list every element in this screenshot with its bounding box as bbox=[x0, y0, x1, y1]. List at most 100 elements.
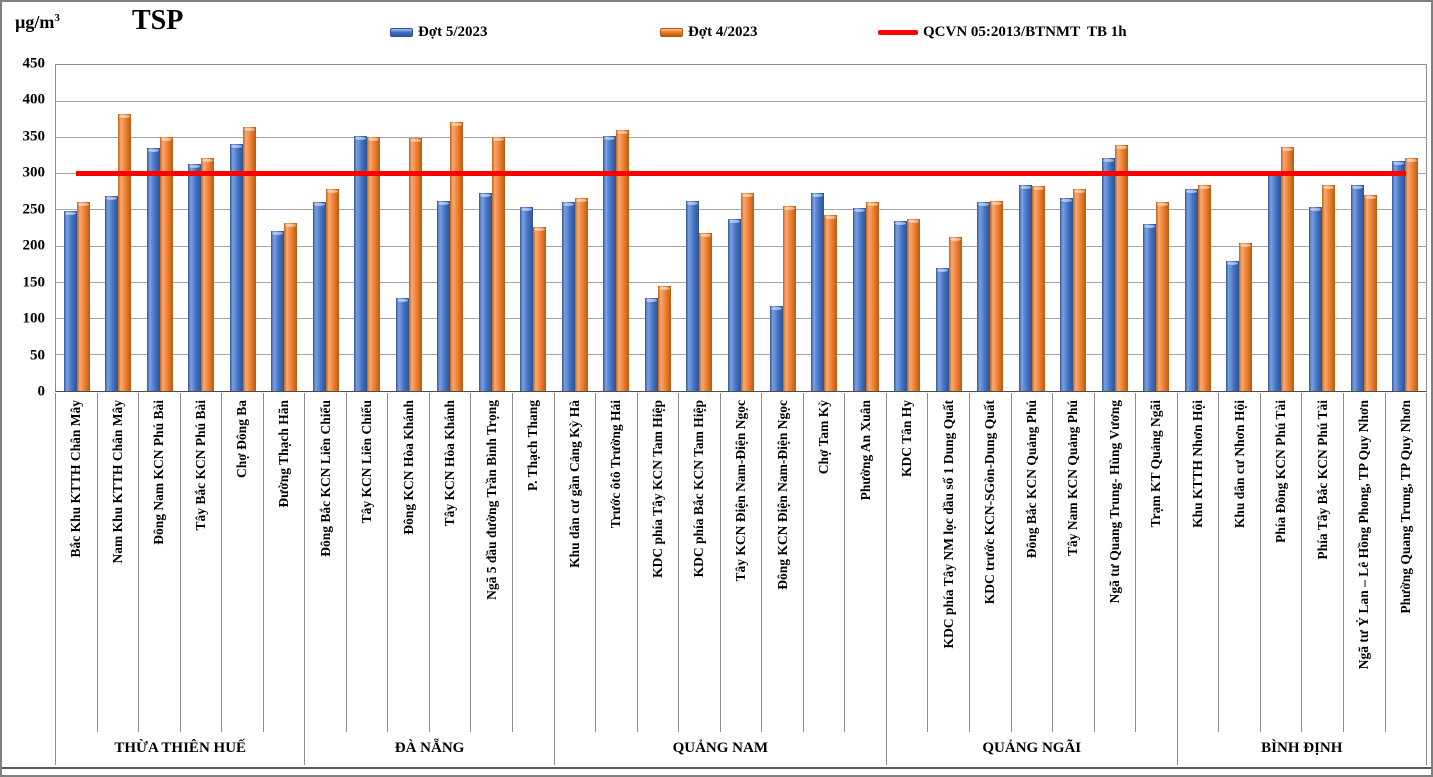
x-category-label: KDC phía Tây KCN Tam Hiệp bbox=[649, 400, 665, 578]
bar-dot4 bbox=[907, 218, 921, 391]
x-category-cell: KDC phía Bắc KCN Tam Hiệp bbox=[679, 393, 721, 732]
x-category-label: Trạm KT Quảng Ngãi bbox=[1148, 400, 1164, 528]
legend-item-dot5: Đợt 5/2023 bbox=[390, 24, 488, 41]
bar-dot4 bbox=[1363, 195, 1377, 391]
y-tick-label: 0 bbox=[37, 383, 46, 400]
y-axis-unit-superscript: 3 bbox=[54, 12, 60, 24]
x-category-cell: Trước ôtô Trường Hải bbox=[596, 393, 638, 732]
bar-dot4 bbox=[1114, 144, 1128, 391]
chart-title: TSP bbox=[132, 5, 184, 36]
bar-dot5 bbox=[935, 267, 949, 391]
x-category-cell: Đông KCN Điện Nam-Điện Ngọc bbox=[762, 393, 804, 732]
category-bars bbox=[596, 65, 638, 391]
bar-dot5 bbox=[728, 219, 741, 391]
bar-dot4 bbox=[284, 222, 298, 391]
y-tick-label: 150 bbox=[22, 274, 46, 291]
category-bars bbox=[305, 65, 347, 391]
x-category-label: Đông Nam KCN Phú Bài bbox=[151, 400, 167, 545]
bar-dot4 bbox=[741, 192, 754, 391]
bar-dot5 bbox=[229, 143, 243, 391]
category-bars bbox=[969, 65, 1011, 391]
x-category-label: Trước ôtô Trường Hải bbox=[608, 400, 624, 529]
x-category-label: Chợ Tam Kỳ bbox=[816, 400, 832, 475]
bar-dot4 bbox=[1322, 184, 1336, 391]
x-category-label: KDC phía Tây NM lọc dầu số 1 Dung Quất bbox=[940, 400, 956, 649]
bar-dot5 bbox=[437, 200, 451, 391]
x-category-label: Khu dân cư Nhơn Hội bbox=[1231, 400, 1247, 529]
bar-dot4 bbox=[782, 206, 796, 391]
y-tick-label: 450 bbox=[22, 55, 46, 72]
x-category-cell: KDC Tân Hy bbox=[887, 393, 929, 732]
category-bars bbox=[388, 65, 430, 391]
bar-dot5 bbox=[312, 201, 326, 391]
bar-dot5 bbox=[561, 201, 575, 391]
bar-dot4 bbox=[990, 200, 1004, 391]
bar-dot5 bbox=[1350, 185, 1364, 391]
bar-dot5 bbox=[271, 230, 285, 391]
x-category-label: Khu dân cư gần Cảng Kỳ Hà bbox=[566, 400, 582, 568]
gridline bbox=[56, 136, 1426, 138]
x-category-cell: Trạm KT Quảng Ngãi bbox=[1136, 393, 1178, 732]
x-category-label: Tây KCN Điện Nam-Điện Ngọc bbox=[733, 400, 749, 582]
x-category-label: Đông Bắc KCN Liên Chiểu bbox=[317, 400, 333, 557]
category-bars bbox=[1343, 65, 1385, 391]
x-category-cell: Đông Nam KCN Phú Bài bbox=[139, 393, 181, 732]
category-bars bbox=[471, 65, 513, 391]
category-bars bbox=[1260, 65, 1302, 391]
x-category-label: Phía Tây Bắc KCN Phú Tài bbox=[1314, 400, 1330, 560]
x-category-cell: P. Thạch Thang bbox=[513, 393, 555, 732]
bar-dot5 bbox=[1143, 224, 1157, 391]
category-bars bbox=[762, 65, 804, 391]
x-category-cell: KDC phía Tây NM lọc dầu số 1 Dung Quất bbox=[928, 393, 971, 732]
x-category-label: Tây Nam KCN Quảng Phú bbox=[1065, 400, 1081, 557]
category-bars bbox=[720, 65, 762, 391]
x-category-cell: Khu dân cư gần Cảng Kỳ Hà bbox=[555, 393, 597, 732]
bar-dot5 bbox=[686, 200, 700, 391]
legend-swatch-qcvn-line bbox=[878, 30, 918, 35]
province-group-row: THỪA THIÊN HUẾ ĐÀ NẴNG QUẢNG NAM QUẢNG NGÃI… bbox=[55, 732, 1427, 765]
x-category-label: Đông KCN Điện Nam-Điện Ngọc bbox=[774, 400, 790, 590]
bar-dot4 bbox=[1031, 185, 1045, 391]
bar-dot4 bbox=[1073, 188, 1087, 391]
plot-area bbox=[55, 64, 1427, 392]
bar-dot5 bbox=[520, 207, 534, 391]
bar-dot4 bbox=[408, 138, 422, 391]
bar-dot5 bbox=[769, 305, 783, 391]
x-category-label: Phía Đông KCN Phú Tài bbox=[1273, 400, 1289, 544]
category-bars bbox=[679, 65, 721, 391]
x-category-label: KDC trước KCN-SGòn-Dung Quất bbox=[982, 400, 998, 605]
qcvn-reference-line bbox=[76, 171, 1406, 177]
x-category-cell: Đông Bắc KCN Quảng Phú bbox=[1012, 393, 1054, 732]
category-bars bbox=[1177, 65, 1219, 391]
bar-dot5 bbox=[63, 210, 77, 391]
x-category-cell: Khu KTTH Nhơn Hội bbox=[1178, 393, 1220, 732]
x-category-label: Phường Quang Trung, TP Quy Nhơn bbox=[1397, 400, 1413, 614]
bar-dot4 bbox=[657, 285, 671, 391]
bar-dot5 bbox=[977, 201, 991, 391]
y-tick-label: 350 bbox=[22, 128, 46, 145]
x-category-cell: KDC phía Tây KCN Tam Hiệp bbox=[638, 393, 680, 732]
x-category-cell: Tây Nam KCN Quảng Phú bbox=[1053, 393, 1095, 732]
x-category-label: KDC Tân Hy bbox=[899, 400, 915, 478]
x-category-cell: Phía Tây Bắc KCN Phú Tài bbox=[1302, 393, 1344, 732]
bar-dot4 bbox=[491, 136, 505, 391]
bars-layer bbox=[56, 65, 1426, 391]
x-category-cell: Chợ Tam Kỳ bbox=[804, 393, 846, 732]
bar-dot4 bbox=[616, 130, 630, 391]
y-axis-unit-label: µg/m3 bbox=[15, 12, 60, 33]
category-bars bbox=[181, 65, 223, 391]
x-category-cell: Tây KCN Liên Chiểu bbox=[347, 393, 389, 732]
bar-dot4 bbox=[76, 201, 90, 391]
x-category-label: P. Thạch Thang bbox=[525, 400, 541, 491]
category-bars bbox=[1218, 65, 1260, 391]
x-category-label: Bắc Khu KTTH Chân Mây bbox=[68, 400, 84, 558]
category-bars bbox=[56, 65, 98, 391]
x-category-cell: Đông KCN Hòa Khánh bbox=[388, 393, 430, 732]
bar-dot5 bbox=[811, 193, 825, 391]
category-bars bbox=[1011, 65, 1053, 391]
bar-dot4 bbox=[533, 227, 547, 391]
category-bars bbox=[886, 65, 928, 391]
bar-dot4 bbox=[948, 236, 962, 391]
x-axis-category-labels: Bắc Khu KTTH Chân Mây Nam Khu KTTH Chân M… bbox=[55, 393, 1427, 732]
